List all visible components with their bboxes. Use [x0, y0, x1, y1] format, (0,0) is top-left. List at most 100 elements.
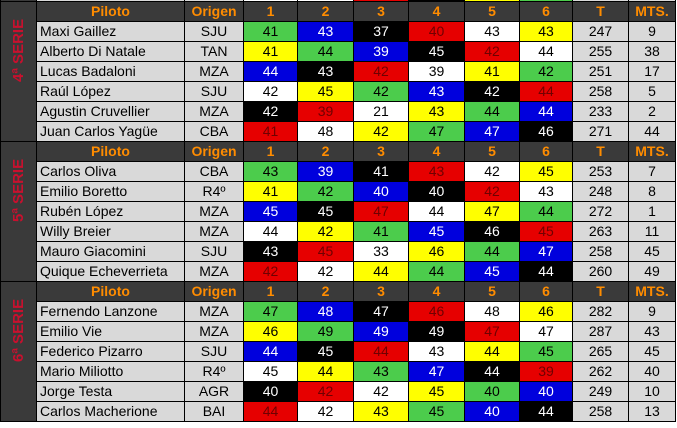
column-header-heat-5: 5: [464, 1, 520, 22]
pilot-origen: R4º: [184, 181, 244, 202]
column-header-heat-1: 1: [243, 1, 298, 22]
heat-1-value: 46: [243, 321, 298, 342]
heat-1-value: 40: [243, 381, 298, 402]
heat-4-value: 45: [408, 41, 465, 62]
pilot-name: Juan Carlos Yagüe: [36, 121, 185, 142]
column-header-heat-3: 3: [353, 141, 409, 162]
mts-value: 9: [628, 301, 676, 322]
heat-4-value: 40: [408, 181, 465, 202]
heat-6-value: 44: [519, 41, 573, 62]
heat-3-value: 49: [353, 321, 409, 342]
column-header-heat-3: 3: [353, 281, 409, 302]
series-header-row: 4ª SERIE Piloto Origen 1 2 3 4 5 6 T MTS.: [0, 1, 676, 142]
column-header-mts: MTS.: [628, 141, 676, 162]
table-row: Willy Breier MZA 44 42 41 45 46 45 263 11: [1, 221, 676, 242]
pilot-name: Lucas Badaloni: [36, 61, 185, 82]
heat-4-value: 43: [408, 101, 465, 122]
total-t: 271: [572, 121, 629, 142]
table-row: Mario Miliotto R4º 45 44 43 47 44 39 262 40: [1, 361, 676, 382]
column-header-heat-4: 4: [408, 281, 465, 302]
mts-value: 13: [628, 401, 676, 422]
table-row: Maxi Gaillez SJU 41 43 37 40 43 43 247 9: [1, 21, 676, 42]
column-header-heat-5: 5: [464, 141, 520, 162]
series-label: 5ª SERIE: [9, 158, 27, 222]
table-row: Mauro Giacomini SJU 43 45 33 46 44 47 258 45: [1, 241, 676, 262]
mts-value: 38: [628, 41, 676, 62]
heat-5-value: 44: [464, 101, 520, 122]
heat-1-value: 44: [243, 401, 298, 422]
heat-3-value: 47: [353, 301, 409, 322]
mts-value: 7: [628, 161, 676, 182]
heat-3-value: 42: [353, 61, 409, 82]
heat-1-value: 41: [243, 21, 298, 42]
heat-1-value: 44: [243, 341, 298, 362]
column-header-heat-5: 5: [464, 281, 520, 302]
heat-1-value: 42: [243, 101, 298, 122]
heat-3-value: 37: [353, 21, 409, 42]
heat-5-value: 40: [464, 401, 520, 422]
heat-3-value: 42: [353, 381, 409, 402]
pilot-name: Fernendo Lanzone: [36, 301, 185, 322]
table-row: Emilio Vie MZA 46 49 49 49 47 47 287 43: [1, 321, 676, 342]
pilot-origen: MZA: [184, 321, 244, 342]
mts-value: 43: [628, 321, 676, 342]
total-t: 248: [572, 181, 629, 202]
pilot-origen: SJU: [184, 341, 244, 362]
heat-4-value: 47: [408, 121, 465, 142]
pilot-origen: SJU: [184, 81, 244, 102]
total-t: 258: [572, 241, 629, 262]
heat-2-value: 48: [297, 301, 354, 322]
heat-5-value: 44: [464, 241, 520, 262]
table-row: Juan Carlos Yagüe CBA 41 48 42 47 47 46 271 44: [1, 121, 676, 142]
mts-value: 44: [628, 121, 676, 142]
column-header-heat-4: 4: [408, 1, 465, 22]
heat-4-value: 47: [408, 361, 465, 382]
pilot-name: Carlos Macherione: [36, 401, 185, 422]
heat-1-value: 41: [243, 121, 298, 142]
pilot-origen: MZA: [184, 301, 244, 322]
total-t: 251: [572, 61, 629, 82]
column-header-piloto: Piloto: [36, 1, 185, 22]
table-row: Raúl López SJU 42 45 42 43 42 44 258 5: [1, 81, 676, 102]
mts-value: 11: [628, 221, 676, 242]
series-label-cell: 5ª SERIE: [0, 141, 37, 282]
table-row: Lucas Badaloni MZA 44 43 42 39 41 42 251 17: [1, 61, 676, 82]
heat-3-value: 42: [353, 121, 409, 142]
heat-4-value: 49: [408, 321, 465, 342]
table-row: Agustin Cruvellier MZA 42 39 21 43 44 44 233 2: [1, 101, 676, 122]
total-t: 260: [572, 261, 629, 282]
heat-4-value: 43: [408, 161, 465, 182]
column-header-heat-2: 2: [297, 281, 354, 302]
pilot-origen: MZA: [184, 101, 244, 122]
column-header-heat-3: 3: [353, 1, 409, 22]
heat-2-value: 48: [297, 121, 354, 142]
column-header-t: T: [572, 281, 629, 302]
table-row: Carlos Macherione BAI 44 42 43 45 40 44 258 13: [1, 401, 676, 422]
column-header-mts: MTS.: [628, 1, 676, 22]
table-row: Jorge Testa AGR 40 42 42 45 40 40 249 10: [1, 381, 676, 402]
heat-5-value: 42: [464, 181, 520, 202]
series-label-cell: 6ª SERIE: [0, 281, 37, 422]
column-header-t: T: [572, 1, 629, 22]
heat-6-value: 45: [519, 341, 573, 362]
pilot-origen: MZA: [184, 221, 244, 242]
heat-6-value: 39: [519, 361, 573, 382]
column-header-heat-6: 6: [519, 1, 573, 22]
column-header-origen: Origen: [184, 281, 244, 302]
heat-6-value: 40: [519, 381, 573, 402]
pilot-origen: BAI: [184, 401, 244, 422]
mts-value: 10: [628, 381, 676, 402]
heat-2-value: 43: [297, 21, 354, 42]
table-row: Alberto Di Natale TAN 41 44 39 45 42 44 255 38: [1, 41, 676, 62]
pilot-origen: R4º: [184, 361, 244, 382]
heat-6-value: 44: [519, 101, 573, 122]
total-t: 255: [572, 41, 629, 62]
heat-4-value: 45: [408, 401, 465, 422]
heat-4-value: 44: [408, 261, 465, 282]
mts-value: 45: [628, 341, 676, 362]
mts-value: 9: [628, 21, 676, 42]
pilot-origen: MZA: [184, 261, 244, 282]
heat-6-value: 46: [519, 121, 573, 142]
mts-value: 1: [628, 201, 676, 222]
